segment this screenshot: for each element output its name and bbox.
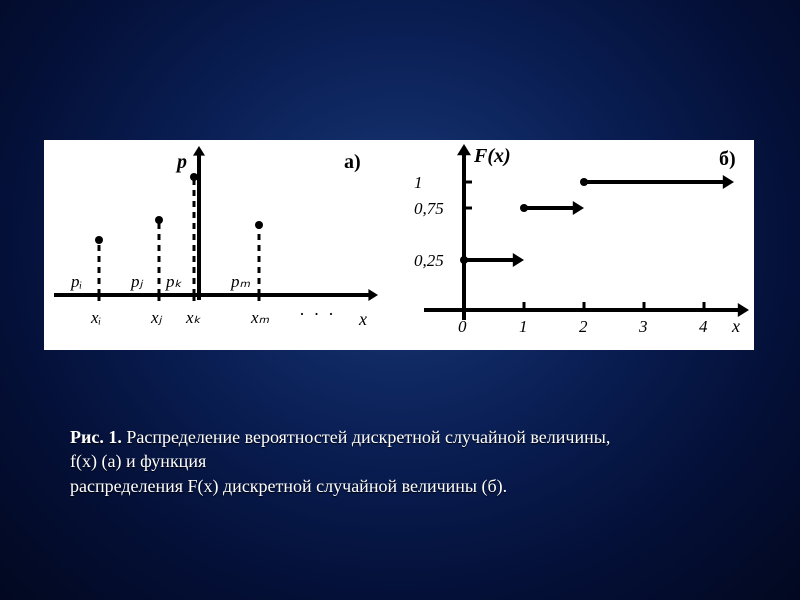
svg-text:x: x — [358, 309, 367, 329]
svg-text:p: p — [175, 151, 187, 173]
svg-text:· · ·: · · · — [299, 304, 336, 324]
svg-text:pᵢ: pᵢ — [70, 272, 82, 291]
chart-panels: p а) x xᵢpᵢ xⱼpⱼ xₖpₖ xₘ pₘ · · · F(x) б) 0 x 1 2 3 4 0,… — [44, 140, 754, 350]
caption-line2: f(x) (а) и функция — [70, 451, 206, 471]
svg-text:а): а) — [344, 151, 361, 173]
svg-text:0,25: 0,25 — [414, 251, 444, 270]
panel-b-cdf-step: F(x) б) 0 x 1 2 3 4 0,25 0,75 1 — [384, 140, 754, 350]
svg-text:0,75: 0,75 — [414, 199, 444, 218]
svg-text:xᵢ: xᵢ — [90, 308, 101, 327]
svg-text:2: 2 — [579, 317, 588, 336]
svg-text:xₖ: xₖ — [185, 308, 202, 327]
svg-text:x: x — [731, 316, 740, 336]
caption-prefix: Рис. 1. — [70, 427, 122, 447]
svg-text:1: 1 — [414, 173, 423, 192]
svg-text:F(x): F(x) — [473, 145, 511, 167]
caption-line1: Распределение вероятностей дискретной сл… — [122, 427, 610, 447]
panel-a-probability-stems: p а) x xᵢpᵢ xⱼpⱼ xₖpₖ xₘ pₘ · · · — [44, 140, 384, 350]
caption-line3: распределения F(x) дискретной случайной … — [70, 476, 507, 496]
svg-text:pₖ: pₖ — [165, 272, 183, 291]
svg-text:б): б) — [719, 148, 736, 170]
svg-text:1: 1 — [519, 317, 528, 336]
svg-text:pⱼ: pⱼ — [130, 272, 144, 291]
svg-text:xₘ: xₘ — [250, 308, 270, 327]
svg-text:4: 4 — [699, 317, 708, 336]
svg-text:xⱼ: xⱼ — [150, 308, 163, 327]
figure-caption: Рис. 1. Распределение вероятностей дискр… — [70, 425, 730, 498]
svg-text:0: 0 — [458, 317, 467, 336]
svg-text:pₘ: pₘ — [230, 272, 251, 291]
svg-text:3: 3 — [638, 317, 648, 336]
